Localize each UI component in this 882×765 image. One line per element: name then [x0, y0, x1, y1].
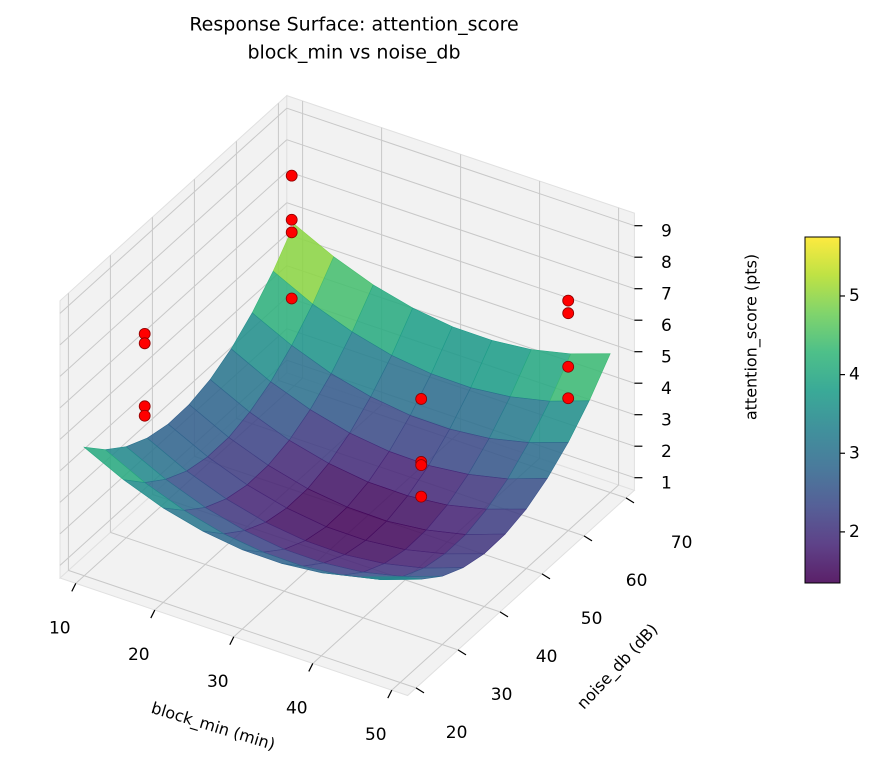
- x-tick: [71, 583, 77, 592]
- y-tick-label: 70: [671, 533, 693, 553]
- colorbar-tick-label: 5: [849, 286, 860, 306]
- y-tick: [457, 649, 467, 656]
- z-tick-label: 4: [661, 379, 672, 399]
- grid-line: [59, 170, 288, 377]
- colorbar: 2 3 4 5: [804, 236, 860, 584]
- grid-line: [391, 484, 619, 691]
- chart-title: Response Surface: attention_score: [189, 14, 518, 36]
- z-tick-label: 9: [661, 222, 672, 242]
- z-tick-label: 8: [661, 253, 672, 273]
- grid-line: [286, 139, 635, 258]
- grid-line: [286, 202, 635, 321]
- colorbar-tick-label: 2: [849, 522, 860, 542]
- grid-line: [286, 107, 635, 227]
- y-tick: [499, 611, 509, 618]
- data-point: [415, 393, 428, 405]
- z-tick-label: 2: [661, 442, 672, 462]
- y-tick-label: 50: [581, 609, 603, 629]
- x-tick: [387, 689, 393, 699]
- data-point: [285, 292, 298, 305]
- z-tick-label: 1: [661, 474, 672, 494]
- x-tick: [150, 609, 156, 619]
- y-tick-label: 40: [536, 647, 558, 667]
- grid-line: [59, 233, 288, 440]
- data-point: [138, 409, 151, 422]
- z-tick-label: 5: [661, 348, 672, 368]
- y-tick: [541, 573, 551, 580]
- x-tick-label: 50: [365, 725, 387, 745]
- chart-subtitle: block_min vs noise_db: [247, 42, 460, 64]
- grid-line: [59, 139, 288, 346]
- y-tick: [583, 535, 593, 542]
- grid-line: [286, 170, 635, 290]
- x-axis-label: block_min (min): [149, 698, 278, 755]
- scatter: [138, 169, 575, 503]
- surface: [83, 223, 611, 580]
- colorbar-tick-label: 4: [849, 365, 860, 385]
- grid-line: [59, 265, 288, 472]
- colorbar-tick-label: 3: [849, 443, 860, 463]
- z-axis-label: attention_score (pts): [742, 254, 762, 420]
- x-tick-label: 40: [286, 698, 308, 718]
- data-point: [415, 490, 428, 503]
- x-tick: [229, 636, 235, 646]
- colorbar-scale: [804, 236, 841, 584]
- y-tick-label: 30: [491, 685, 513, 705]
- y-tick: [625, 497, 635, 504]
- z-tick-label: 7: [661, 285, 672, 305]
- data-point: [285, 226, 298, 239]
- data-point: [562, 360, 575, 373]
- y-tick: [415, 687, 425, 694]
- grid-line: [110, 531, 459, 651]
- x-tick-label: 30: [207, 672, 229, 692]
- grid-line: [286, 233, 635, 353]
- y-tick-label: 20: [446, 723, 468, 743]
- z-tick-label: 6: [661, 316, 672, 336]
- y-tick-label: 60: [626, 571, 648, 591]
- x-tick-label: 20: [128, 645, 150, 665]
- x-tick-label: 10: [49, 618, 71, 638]
- data-point: [562, 307, 575, 320]
- z-tick-label: 3: [661, 411, 672, 431]
- data-point: [285, 169, 298, 182]
- grid-line: [59, 202, 288, 409]
- data-point: [562, 392, 575, 405]
- x-tick: [308, 663, 314, 672]
- grid-line: [59, 107, 288, 314]
- data-point: [562, 294, 575, 307]
- data-point: [285, 213, 298, 226]
- data-point: [138, 337, 151, 350]
- grid-line: [68, 569, 417, 689]
- surface-patch: [360, 576, 422, 580]
- y-axis-label: noise_db (dB): [573, 620, 662, 714]
- data-point: [415, 459, 428, 472]
